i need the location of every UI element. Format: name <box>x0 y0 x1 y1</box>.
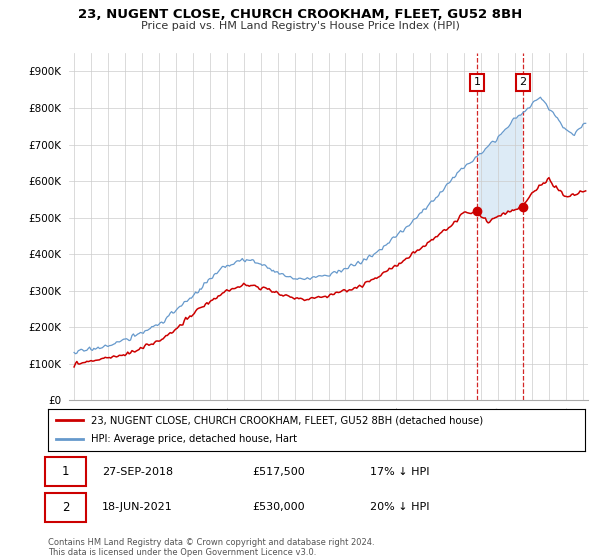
Text: Price paid vs. HM Land Registry's House Price Index (HPI): Price paid vs. HM Land Registry's House … <box>140 21 460 31</box>
Text: 27-SEP-2018: 27-SEP-2018 <box>102 466 173 477</box>
Text: 23, NUGENT CLOSE, CHURCH CROOKHAM, FLEET, GU52 8BH: 23, NUGENT CLOSE, CHURCH CROOKHAM, FLEET… <box>78 8 522 21</box>
Text: £530,000: £530,000 <box>252 502 305 512</box>
FancyBboxPatch shape <box>46 458 86 486</box>
Text: 23, NUGENT CLOSE, CHURCH CROOKHAM, FLEET, GU52 8BH (detached house): 23, NUGENT CLOSE, CHURCH CROOKHAM, FLEET… <box>91 415 483 425</box>
Text: 18-JUN-2021: 18-JUN-2021 <box>102 502 172 512</box>
Text: 17% ↓ HPI: 17% ↓ HPI <box>370 466 430 477</box>
Text: 20% ↓ HPI: 20% ↓ HPI <box>370 502 430 512</box>
FancyBboxPatch shape <box>46 493 86 522</box>
Text: 1: 1 <box>62 465 69 478</box>
Text: HPI: Average price, detached house, Hart: HPI: Average price, detached house, Hart <box>91 435 297 445</box>
Text: 2: 2 <box>520 77 527 87</box>
Text: Contains HM Land Registry data © Crown copyright and database right 2024.
This d: Contains HM Land Registry data © Crown c… <box>48 538 374 557</box>
Text: 2: 2 <box>62 501 69 514</box>
Text: 1: 1 <box>473 77 481 87</box>
Text: £517,500: £517,500 <box>252 466 305 477</box>
